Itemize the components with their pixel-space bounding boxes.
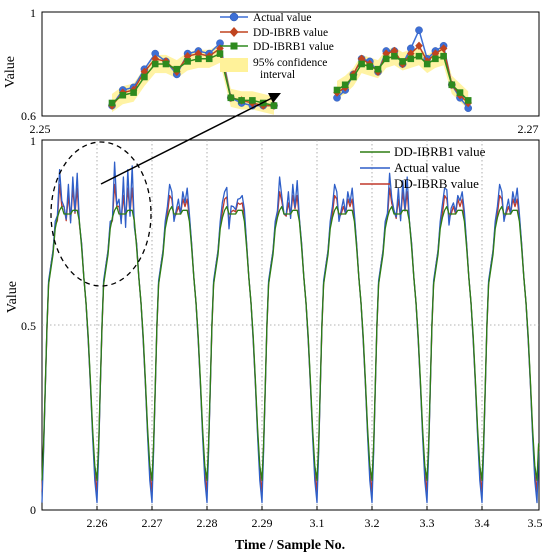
inset-dd-ibrb1-line: [111, 52, 275, 107]
inset-legend-label-ibrb: DD-IBRB value: [253, 27, 328, 39]
inset-dd-ibrb1-point: [162, 60, 170, 68]
inset-y-tick-1: 1: [30, 6, 36, 20]
main-y-tick-1: 1: [30, 134, 36, 148]
main-ticks: [96, 506, 483, 510]
main-x-tick: 3.1: [310, 516, 325, 530]
inset-dd-ibrb1-point: [391, 52, 398, 60]
main-series-dd-ibrb1: [41, 205, 540, 482]
inset-dd-ibrb-point: [439, 44, 448, 53]
main-x-tick: 2.28: [197, 516, 218, 530]
zoom-region-ellipse: [50, 141, 152, 287]
inset-dd-ibrb1-point: [415, 52, 423, 60]
inset-dd-ibrb1-point: [448, 81, 456, 89]
legend-label-ibrb1: DD-IBRB1 value: [394, 144, 486, 159]
inset-legend-marker-ibrb1: [230, 42, 238, 50]
inset-dd-ibrb-line: [111, 47, 274, 107]
inset-dd-ibrb1-point: [141, 73, 148, 81]
inset-dd-ibrb-point: [431, 49, 440, 58]
legend-label-actual: Actual value: [394, 160, 460, 175]
main-x-tick: 3.2: [365, 516, 380, 530]
inset-dd-ibrb1-point: [205, 55, 213, 63]
inset-dd-ibrb1-point: [374, 65, 382, 73]
main-x-tick: 3.4: [475, 516, 490, 530]
inset-dd-ibrb1-point: [382, 55, 390, 63]
inset-dd-ibrb-point: [407, 49, 415, 58]
inset-dd-ibrb-point: [382, 49, 390, 58]
inset-dd-ibrb1-point: [151, 60, 159, 68]
main-series-actual: [41, 161, 540, 504]
inset-dd-ibrb1-point: [341, 81, 349, 89]
inset-dd-ibrb1-point: [108, 99, 116, 107]
inset-dd-ibrb1-point: [464, 97, 472, 104]
inset-legend-label-ibrb1: DD-IBRB1 value: [253, 41, 334, 53]
inset-dd-ibrb1-point: [184, 58, 191, 65]
inset-x-tick-start: 2.25: [30, 122, 51, 136]
zoom-arrow: [100, 93, 281, 185]
inset-dd-ibrb1-point: [195, 55, 202, 63]
inset-y-tick-0-6: 0.6: [21, 109, 36, 123]
main-x-tick: 2.27: [142, 516, 163, 530]
main-chart: 1 0.5 0 2.26 2.27 2.28 2.29 3.1 3.2 3.3 …: [5, 134, 543, 553]
inset-actual-point: [415, 26, 423, 35]
inset-dd-ibrb-point: [151, 54, 159, 63]
main-x-tick: 2.26: [87, 516, 108, 530]
main-gridlines: [42, 140, 539, 510]
inset-dd-ibrb1-point: [270, 102, 278, 109]
inset-dd-ibrb-point: [183, 52, 192, 61]
inset-dd-ibrb1-point: [440, 52, 447, 60]
inset-dd-ibrb1-point: [227, 94, 235, 102]
legend-label-ibrb: DD-IBRB value: [394, 176, 479, 191]
zoom-arrow-shaft: [100, 97, 273, 185]
main-x-axis-label: Time / Sample No.: [235, 538, 345, 553]
inset-legend-label-actual: Actual value: [253, 12, 311, 24]
zoom-arrow-head: [268, 93, 281, 103]
inset-legend-marker-ibrb: [229, 27, 239, 37]
inset-legend-label-ci-2: interval: [260, 69, 295, 81]
main-x-tick: 3.5: [528, 516, 543, 530]
inset-series-group: [108, 26, 473, 115]
inset-chart: 1 0.6 2.25 2.27 Value Actual value DD-IB…: [3, 6, 540, 136]
inset-legend: Actual value DD-IBRB value DD-IBRB1 valu…: [220, 12, 334, 81]
inset-actual-line: [111, 41, 274, 107]
main-y-axis-label: Value: [5, 281, 20, 313]
inset-dd-ibrb1-point: [366, 63, 374, 70]
inset-dd-ibrb-point: [194, 49, 203, 58]
inset-dd-ibrb1-point: [173, 65, 181, 73]
main-y-tick-0-5: 0.5: [21, 319, 36, 333]
inset-dd-ibrb1-point: [249, 97, 256, 104]
inset-dd-ibrb1-point: [238, 97, 245, 104]
inset-dd-ibrb1-point: [399, 58, 406, 65]
inset-dd-ibrb1-point: [216, 50, 224, 57]
inset-dd-ibrb1-point: [432, 55, 439, 63]
inset-dd-ibrb1-point: [423, 60, 431, 68]
inset-dd-ibrb1-point: [358, 60, 365, 68]
inset-dd-ibrb1-point: [456, 89, 464, 96]
main-legend: DD-IBRB1 value Actual value DD-IBRB valu…: [360, 144, 486, 191]
inset-dd-ibrb1-point: [333, 86, 341, 94]
main-x-tick: 2.29: [252, 516, 273, 530]
inset-dd-ibrb1-point: [350, 73, 357, 81]
inset-y-axis-label: Value: [3, 56, 18, 88]
inset-dd-ibrb1-point: [119, 91, 127, 99]
inset-dd-ibrb1-point: [130, 89, 137, 96]
main-x-tick: 3.3: [420, 516, 435, 530]
main-series-group: [41, 161, 540, 504]
inset-dd-ibrb1-point: [407, 55, 415, 63]
inset-legend-marker-actual: [229, 12, 239, 22]
main-y-tick-0: 0: [30, 503, 36, 517]
inset-dd-ibrb-point: [415, 41, 423, 50]
inset-legend-label-ci-1: 95% confidence: [253, 57, 327, 69]
inset-x-tick-end: 2.27: [518, 122, 539, 136]
inset-legend-swatch-ci: [220, 58, 248, 72]
inset-dd-ibrb-point: [357, 54, 366, 63]
